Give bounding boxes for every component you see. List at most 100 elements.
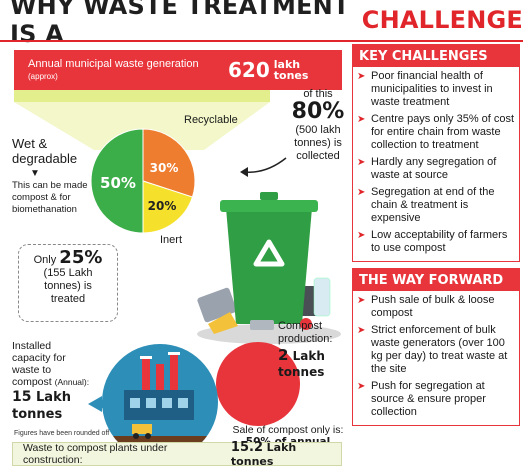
compost-prod-unit-2: tonnes: [278, 365, 325, 379]
collected-arrow-line: [243, 157, 287, 173]
factory-window-2: [146, 398, 156, 408]
laptop-scrap: [197, 287, 237, 323]
funnel-top-band: [14, 90, 270, 102]
challenge-item: Centre pays only 35% of cost for entire …: [357, 113, 515, 152]
pie-label-inert: 20%: [148, 199, 177, 213]
challenge-item: Segregation at end of the chain & treatm…: [357, 186, 515, 225]
pie-slice-wet: [90, 128, 144, 234]
chimney-3: [170, 352, 178, 392]
truck-wheel-1: [133, 433, 139, 439]
collected-desc-1: (500 lakh: [295, 124, 341, 136]
treated-percent: 25%: [59, 247, 103, 268]
way-forward-heading: THE WAY FORWARD: [353, 269, 519, 291]
collected-desc-3: collected: [296, 150, 340, 162]
factory-window-1: [130, 398, 140, 408]
collected-block: of this 80% (500 lakh tonnes) is collect…: [288, 88, 348, 163]
challenge-item: Hardly any segregation of waste at sourc…: [357, 156, 515, 182]
waste-generation-banner: Annual municipal waste generation (appro…: [14, 50, 342, 90]
way-forward-list: Push sale of bulk & loose compost Strict…: [353, 291, 519, 425]
funnel-graphic: [14, 90, 270, 150]
recycle-icon: [253, 239, 285, 267]
treated-only: Only: [33, 254, 57, 266]
sale-text: Sale of compost only is:: [232, 424, 344, 436]
installed-line-2: capacity for: [12, 352, 66, 364]
generation-label: Annual municipal waste generation: [28, 58, 199, 70]
collected-of-this: of this: [303, 88, 333, 100]
rounded-note: Figures have been rounded off: [14, 430, 110, 437]
pie-label-recyclable: 30%: [150, 161, 179, 175]
installed-line-4: compost: [12, 376, 52, 388]
compost-production-block: Compost production: 2 Lakh tonnes: [278, 320, 348, 379]
bin-handle: [260, 192, 278, 200]
bin-lid: [220, 200, 318, 212]
treated-desc-1: (155 Lakh: [43, 267, 93, 279]
under-construction-label: Waste to compost plants under constructi…: [23, 442, 168, 466]
under-construction-unit: Lakh tonnes: [230, 441, 297, 468]
installed-capacity-block: Installed capacity for waste to compost …: [12, 340, 102, 422]
title-part-2: CHALLENGE: [361, 6, 523, 34]
wet-label-1: Wet &: [12, 136, 48, 151]
collected-percent: 80%: [291, 99, 345, 124]
installed-unit-2: tonnes: [12, 407, 63, 422]
title-part-1: WHY WASTE TREATMENT IS A: [10, 0, 350, 48]
wet-description: This can be made compost & for biomethan…: [12, 180, 88, 215]
key-challenges-heading: KEY CHALLENGES: [353, 45, 519, 67]
truck-body: [132, 424, 152, 434]
compost-output-circle: [216, 342, 300, 426]
pie-slice-inert: [142, 180, 194, 234]
can-scrap: [300, 318, 312, 330]
treated-desc-3: treated: [50, 293, 86, 305]
inert-label: Inert: [160, 234, 183, 246]
treated-block: Only 25% (155 Lakh tonnes) is treated: [18, 244, 118, 322]
key-challenges-list: Poor financial health of municipalities …: [353, 67, 519, 261]
chimney-3-band: [168, 352, 180, 355]
generation-unit-2: tones: [273, 69, 309, 82]
chimney-1: [142, 356, 150, 392]
collected-desc-2: tonnes) is: [294, 137, 342, 149]
title-rule: [0, 40, 523, 42]
installed-arrow-head: [88, 396, 102, 412]
compost-prod-line-2: production:: [278, 333, 333, 345]
chimney-1-band: [140, 356, 152, 359]
sidebar-panels: KEY CHALLENGES Poor financial health of …: [352, 44, 520, 469]
installed-unit: Lakh: [36, 390, 71, 405]
treated-desc-2: tonnes) is: [44, 280, 92, 292]
under-construction-banner: Waste to compost plants under constructi…: [12, 440, 342, 468]
way-forward-item: Push for segregation at source & ensure …: [357, 380, 515, 419]
collected-arrow: [240, 157, 287, 177]
bottle-scrap: [313, 277, 331, 317]
installed-line-1: Installed: [12, 340, 52, 352]
pie-label-wet: 50%: [100, 174, 136, 192]
truck-wheel-2: [145, 433, 151, 439]
pie-slice-recyclable: [142, 128, 196, 198]
generation-approx: (approx): [28, 72, 58, 81]
generation-value: 620: [228, 58, 270, 82]
funnel-body: [14, 102, 270, 150]
installed-line-3: waste to: [12, 364, 52, 376]
factory-window-4: [178, 398, 188, 408]
under-construction-value: 15.2: [230, 440, 263, 455]
challenge-item: Poor financial health of municipalities …: [357, 70, 515, 109]
compost-prod-value: 2: [278, 346, 289, 364]
collected-arrow-head: [240, 167, 248, 177]
compost-prod-line-1: Compost: [278, 320, 323, 332]
key-challenges-panel: KEY CHALLENGES Poor financial health of …: [352, 44, 520, 262]
installed-value: 15: [12, 389, 32, 405]
installed-annual: (Annual):: [54, 377, 90, 387]
way-forward-item: Strict enforcement of bulk waste generat…: [357, 324, 515, 376]
infographic-left: Annual municipal waste generation (appro…: [4, 44, 346, 469]
chimney-2: [156, 364, 164, 392]
way-forward-item: Push sale of bulk & loose compost: [357, 294, 515, 320]
factory-window-3: [162, 398, 172, 408]
recyclable-label: Recyclable: [184, 114, 238, 126]
compost-plant-illustration: [102, 344, 218, 460]
way-forward-panel: THE WAY FORWARD Push sale of bulk & loos…: [352, 268, 520, 426]
generation-unit-1: lakh: [273, 58, 301, 71]
challenge-item: Low acceptability of farmers to use comp…: [357, 229, 515, 255]
banana-scrap: [208, 312, 238, 334]
wet-arrow-icon: ▼: [30, 168, 40, 179]
wet-label-2: degradable: [12, 151, 78, 166]
composition-pie-chart: 50% 30% 20%: [90, 128, 196, 234]
waste-bin-illustration: [197, 192, 341, 344]
compost-prod-unit: Lakh: [292, 349, 325, 363]
